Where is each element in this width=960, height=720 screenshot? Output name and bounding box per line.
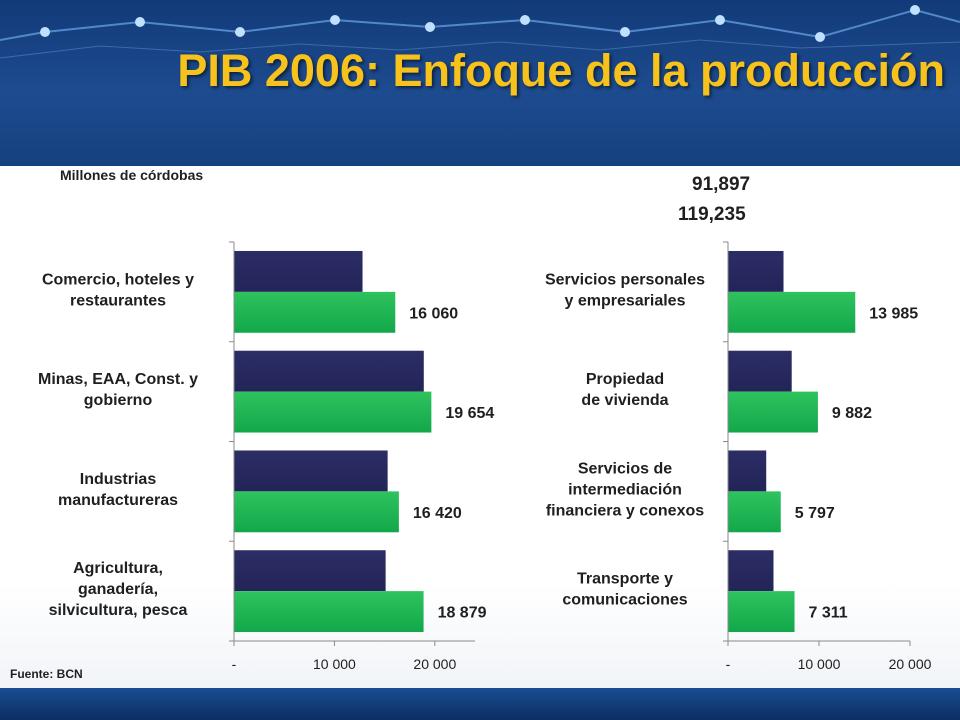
data-label-1-1: 16 060 (409, 305, 458, 322)
category-label-2-3: Servicios de intermediación financiera y c… (546, 460, 704, 519)
bar-green-1-2 (234, 391, 432, 433)
bar-green-2-3 (728, 491, 781, 533)
category-label-2-4: Transporte y comunicaciones (562, 571, 687, 609)
category-label-1-2: Minas, EAA, Const. y gobierno (38, 371, 198, 409)
data-label-2-1: 13 985 (869, 305, 918, 322)
chart-2: 13 985 Servicios personales y empresariale… (545, 241, 932, 672)
bar-dark-2-4 (728, 550, 774, 592)
category-label-2-1: Servicios personales y empresariales (545, 271, 705, 309)
data-label-2-3: 5 797 (795, 505, 835, 522)
bar-green-2-1 (728, 291, 856, 333)
bar-dark-1-2 (234, 350, 424, 392)
total-value-b: 119,235 (678, 204, 746, 225)
bar-green-2-2 (728, 391, 818, 433)
x-tick-label-1-2: 10 000 (313, 656, 356, 672)
source-note: Fuente: BCN (10, 667, 83, 681)
x-tick-label-2-1: - (726, 656, 731, 672)
x-tick-label-1-3: 20 000 (413, 656, 456, 672)
bar-dark-1-1 (234, 250, 363, 292)
x-tick-label-2-3: 20 000 (889, 656, 932, 672)
bar-dark-2-3 (728, 450, 767, 492)
chart-1: 16 060 Comercio, hoteles y restaurantes 19 … (38, 241, 494, 672)
bar-green-2-4 (728, 591, 795, 633)
total-value-a: 91,897 (692, 174, 751, 195)
bar-dark-2-2 (728, 350, 792, 392)
slide-footer (0, 688, 960, 720)
bar-dark-1-3 (234, 450, 388, 492)
data-label-2-4: 7 311 (809, 605, 848, 622)
bar-green-1-4 (234, 591, 424, 633)
data-label-1-3: 16 420 (413, 505, 462, 522)
x-tick-label-1-1: - (232, 656, 237, 672)
data-label-1-4: 18 879 (438, 605, 487, 622)
x-tick-label-2-2: 10 000 (798, 656, 841, 672)
bar-dark-2-1 (728, 250, 784, 292)
category-label-1-1: Comercio, hoteles y restaurantes (42, 271, 194, 309)
category-label-2-2: Propiedad de vivienda (581, 371, 668, 409)
slide-title: PIB 2006: Enfoque de la producción (177, 45, 945, 96)
data-label-1-2: 19 654 (445, 405, 494, 422)
unit-label: Millones de córdobas (60, 167, 204, 183)
bar-green-1-3 (234, 491, 399, 533)
slide-header: PIB 2006: Enfoque de la producción (0, 0, 960, 166)
network-decoration (0, 5, 960, 59)
category-label-1-4: Agricultura, ganadería, silvicultura, pesc… (49, 560, 188, 619)
bar-green-1-1 (234, 291, 396, 333)
bar-dark-1-4 (234, 550, 386, 592)
category-label-1-3: Industrias manufactureras (58, 471, 178, 509)
data-label-2-2: 9 882 (832, 405, 872, 422)
